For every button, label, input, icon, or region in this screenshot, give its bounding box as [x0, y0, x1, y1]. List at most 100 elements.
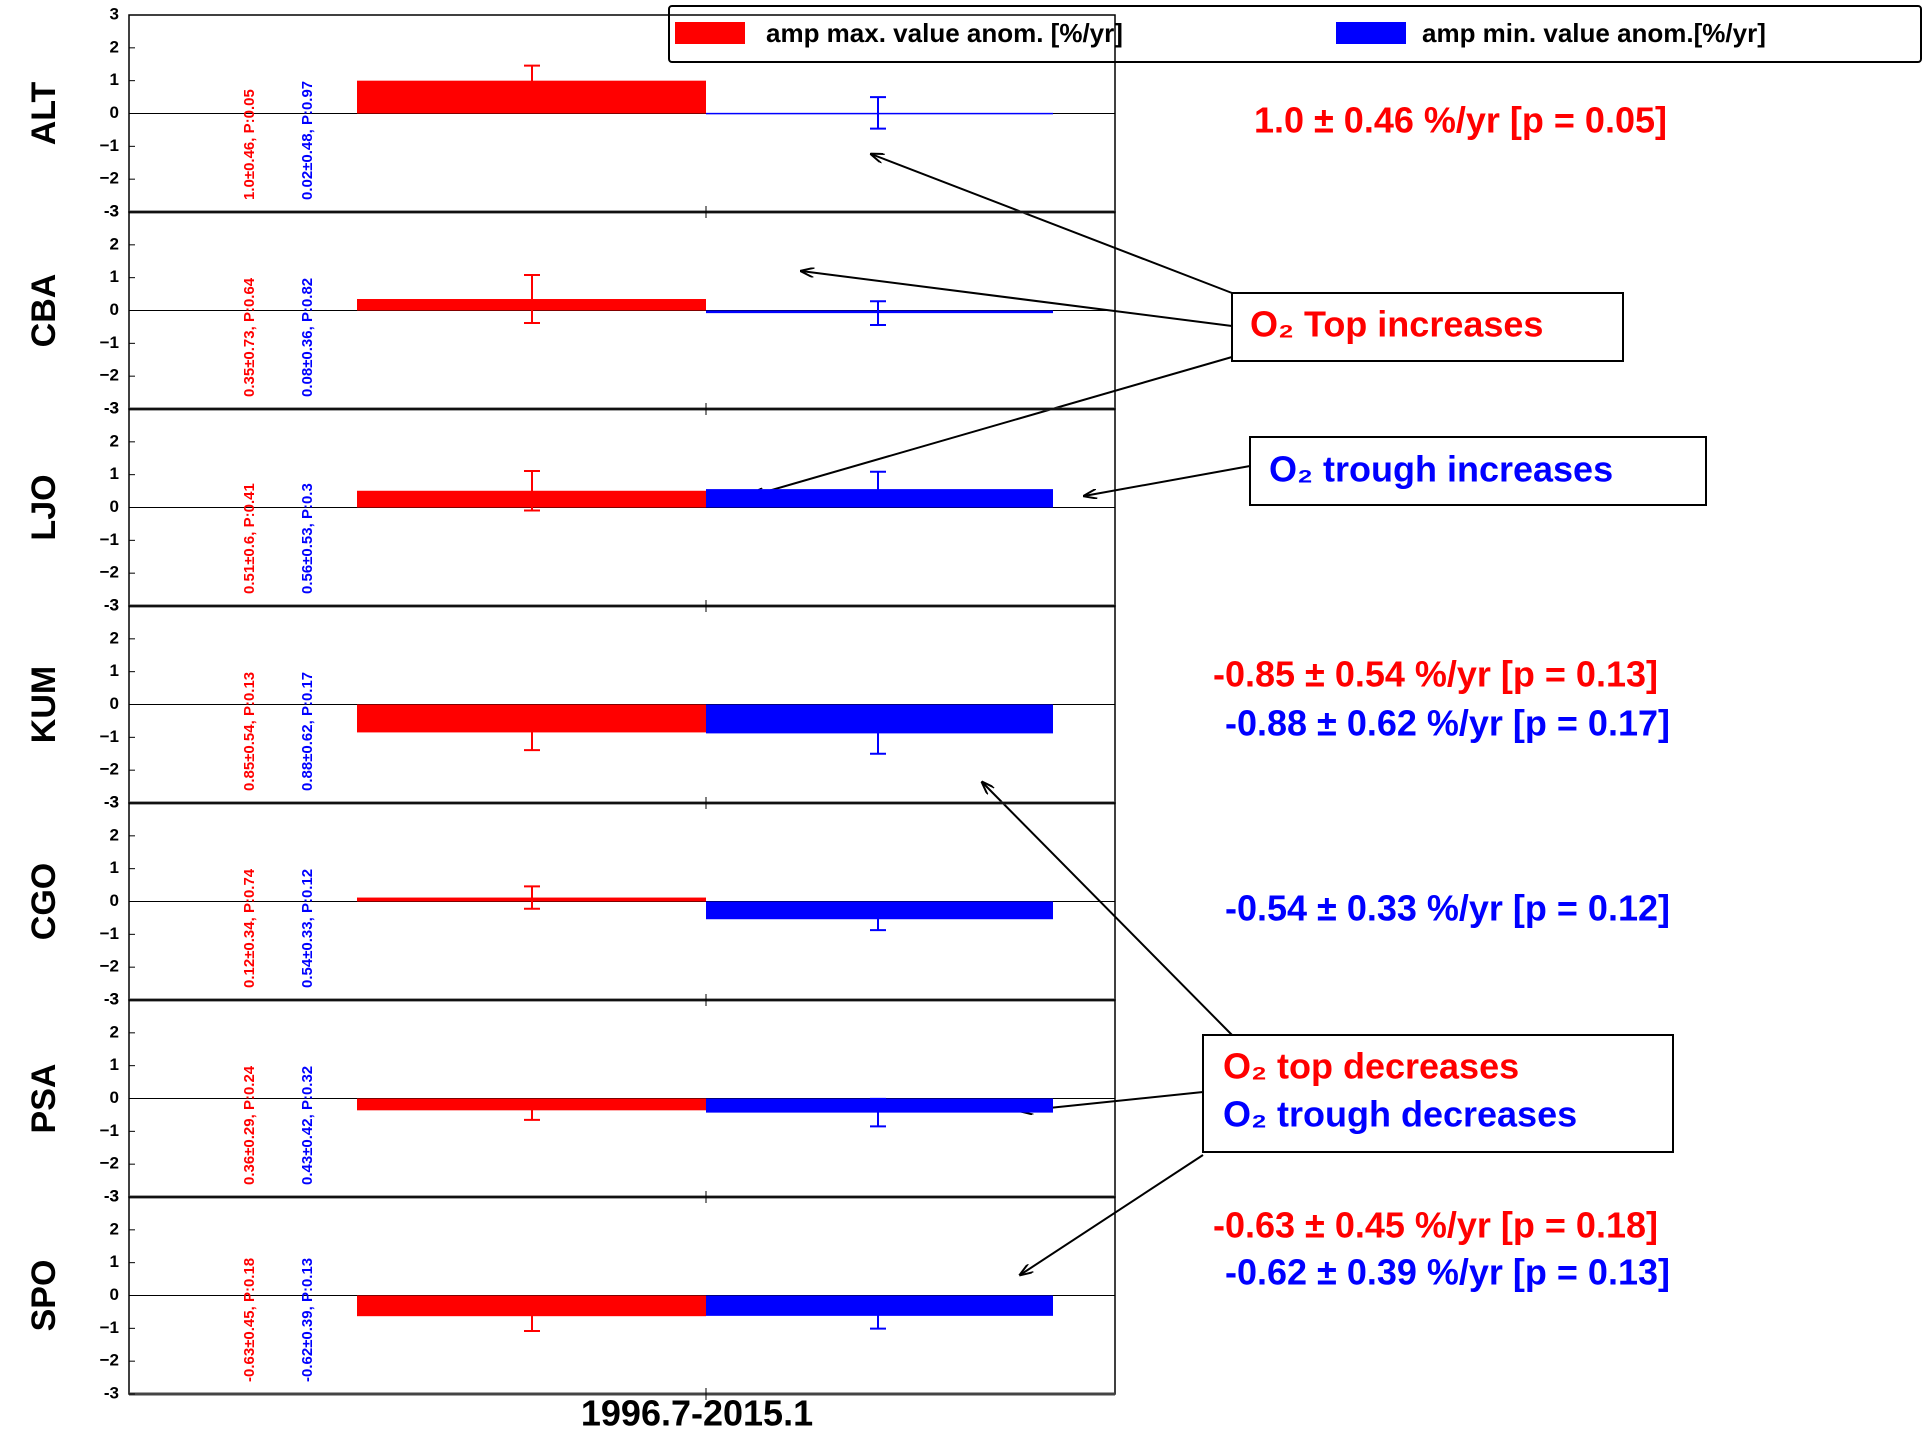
annotation: 1.0 ± 0.46 %/yr [p = 0.05]: [1254, 100, 1667, 141]
y-tick-label: 1: [110, 70, 119, 89]
annotation: -0.54 ± 0.33 %/yr [p = 0.12]: [1225, 888, 1670, 929]
error-bar: [870, 1302, 886, 1330]
y-tick-label: 1: [110, 267, 119, 286]
arrow: [871, 154, 1233, 294]
arrow: [982, 782, 1233, 1036]
bar: [706, 901, 1053, 920]
arrows: [751, 154, 1251, 1275]
callout-box: [1249, 436, 1707, 506]
legend-label: amp min. value anom.[%/yr]: [1422, 18, 1766, 48]
y-tick-label: 3: [110, 1186, 119, 1205]
bar-note: 0.43±0.42, P:0.32: [299, 1066, 316, 1185]
bar-note: 1.0±0.46, P:0.05: [241, 89, 258, 200]
y-tick-label: −1: [100, 530, 119, 549]
y-tick-label: 1: [110, 858, 119, 877]
y-tick-label: 0: [110, 300, 119, 319]
station-label: KUM: [25, 666, 63, 743]
y-tick-label: −1: [100, 136, 119, 155]
y-tick-label: -3: [104, 1383, 119, 1402]
bar: [706, 704, 1053, 734]
error-bar: [870, 300, 886, 326]
callout-box: [1202, 1034, 1674, 1153]
arrow: [1084, 465, 1251, 496]
error-bar: [524, 1300, 540, 1332]
y-tick-label: −2: [100, 1154, 119, 1173]
y-tick-label: −1: [100, 924, 119, 943]
error-bar: [870, 1097, 886, 1128]
arrow: [801, 271, 1233, 327]
bar-note: 0.54±0.33, P:0.12: [299, 869, 316, 988]
error-bar: [524, 1099, 540, 1121]
error-bar: [870, 470, 886, 508]
y-tick-label: −1: [100, 333, 119, 352]
bar: [706, 1098, 1053, 1113]
station-label: CBA: [25, 274, 63, 348]
y-tick-label: 3: [110, 4, 119, 23]
y-tick-label: −2: [100, 1351, 119, 1370]
error-bar: [870, 712, 886, 755]
y-tick-label: −2: [100, 169, 119, 188]
annotation: -0.63 ± 0.45 %/yr [p = 0.18]: [1213, 1205, 1658, 1246]
y-tick-label: 2: [110, 431, 119, 450]
arrow: [1020, 1154, 1204, 1275]
y-tick-label: 2: [110, 1022, 119, 1041]
bar-note: 0.02±0.48, P:0.97: [299, 81, 316, 200]
y-tick-label: 1: [110, 1252, 119, 1271]
y-tick-label: 3: [110, 201, 119, 220]
y-tick-label: 2: [110, 628, 119, 647]
station-label: PSA: [25, 1064, 63, 1134]
station-label: LJO: [25, 474, 63, 540]
y-tick-label: 2: [110, 1219, 119, 1238]
callout-text: O₂ trough decreases: [1223, 1094, 1577, 1135]
y-tick-label: 3: [110, 989, 119, 1008]
annotation: -0.88 ± 0.62 %/yr [p = 0.17]: [1225, 703, 1670, 744]
y-tick-label: 0: [110, 103, 119, 122]
bar-note: -0.62±0.39, P:0.13: [299, 1258, 316, 1382]
bar: [706, 489, 1053, 508]
y-tick-label: 0: [110, 1088, 119, 1107]
bar-note: 0.51±0.6, P:0.41: [241, 483, 258, 594]
callout-text: O₂ trough increases: [1269, 449, 1613, 490]
y-tick-label: 1: [110, 464, 119, 483]
y-tick-label: 3: [110, 792, 119, 811]
bar-note: 0.08±0.36, P:0.82: [299, 278, 316, 397]
y-tick-label: 1: [110, 1055, 119, 1074]
y-tick-label: −2: [100, 760, 119, 779]
legend: [668, 5, 1922, 63]
y-tick-label: −2: [100, 366, 119, 385]
annotation: -0.85 ± 0.54 %/yr [p = 0.13]: [1213, 654, 1658, 695]
bar-note: -0.63±0.45, P:0.18: [241, 1258, 258, 1382]
station-label: ALT: [25, 81, 63, 145]
error-bar: [524, 885, 540, 910]
error-bar: [870, 96, 886, 130]
y-tick-label: 2: [110, 825, 119, 844]
x-axis-label: 1996.7-2015.1: [581, 1393, 813, 1434]
legend-swatch: [1336, 22, 1406, 44]
bar-note: 0.56±0.53, P:0.3: [299, 483, 316, 594]
y-tick-label: -3: [104, 792, 119, 811]
callout-box: [1231, 292, 1624, 362]
y-tick-label: 3: [110, 595, 119, 614]
station-label: SPO: [25, 1260, 63, 1332]
bar: [706, 112, 1053, 115]
legend-label: amp max. value anom. [%/yr]: [766, 18, 1123, 48]
y-tick-label: -3: [104, 1186, 119, 1205]
y-tick-label: 2: [110, 234, 119, 253]
error-bar: [524, 470, 540, 512]
y-tick-label: −2: [100, 563, 119, 582]
y-tick-label: -3: [104, 201, 119, 220]
y-tick-label: 0: [110, 891, 119, 910]
y-tick-label: −1: [100, 1318, 119, 1337]
bar-note: 0.36±0.29, P:0.24: [241, 1065, 258, 1185]
y-tick-label: 0: [110, 497, 119, 516]
callout-text: O₂ top decreases: [1223, 1046, 1519, 1087]
annotation: -0.62 ± 0.39 %/yr [p = 0.13]: [1225, 1252, 1670, 1293]
y-tick-label: 0: [110, 694, 119, 713]
error-bar: [524, 274, 540, 324]
y-tick-label: 2: [110, 37, 119, 56]
bar: [706, 1295, 1053, 1316]
y-tick-label: −1: [100, 727, 119, 746]
bar-note: 0.35±0.73, P:0.64: [241, 277, 258, 397]
station-label: CGO: [25, 863, 63, 940]
